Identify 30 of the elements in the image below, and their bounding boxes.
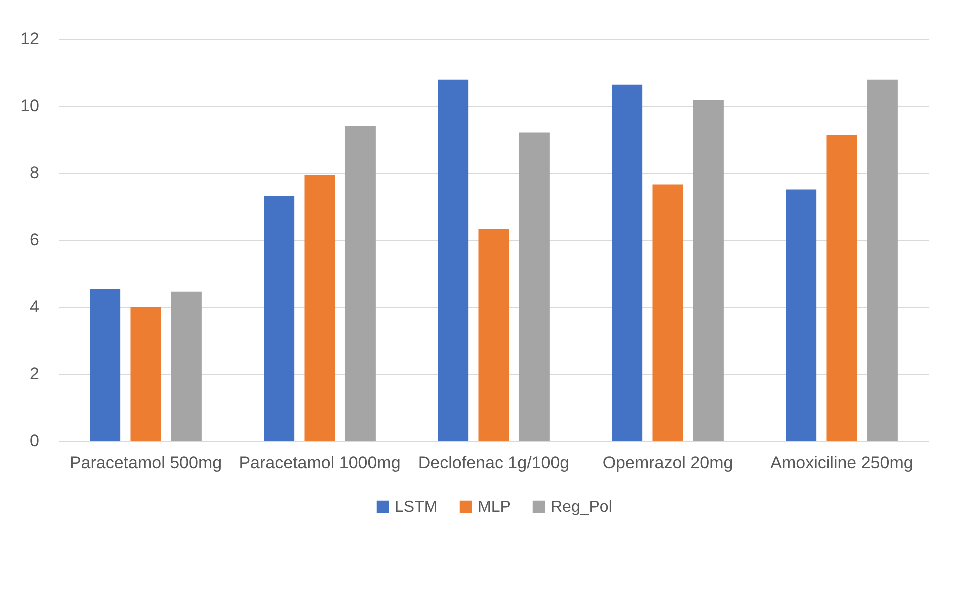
x-tick-label: Paracetamol 500mg	[70, 454, 222, 472]
y-tick-label: 12	[20, 30, 40, 48]
legend-label: MLP	[478, 499, 511, 516]
x-tick-label: Opemrazol 20mg	[602, 454, 734, 472]
bar	[130, 307, 162, 441]
bar	[171, 292, 202, 441]
bar	[90, 289, 121, 441]
y-tick-label: 8	[30, 164, 40, 182]
y-tick-label: 10	[20, 96, 40, 116]
bar	[867, 80, 898, 441]
x-tick-label: Paracetamol 1000mg	[239, 454, 401, 472]
bar	[304, 175, 336, 441]
bar	[345, 126, 376, 441]
y-tick-label: 4	[30, 298, 40, 316]
x-tick-label: Amoxiciline 250mg	[770, 454, 914, 472]
bar	[519, 132, 550, 441]
bar	[826, 135, 858, 441]
y-tick-label: 6	[30, 230, 40, 250]
y-tick-label: 2	[30, 364, 40, 384]
bar	[478, 228, 510, 441]
legend-label: LSTM	[395, 499, 438, 516]
bar	[693, 100, 724, 441]
bar	[786, 190, 817, 441]
bar	[438, 80, 469, 441]
bar	[264, 196, 295, 441]
bar	[612, 84, 643, 441]
y-tick-label: 0	[30, 432, 40, 450]
bar	[652, 184, 684, 441]
legend-label: Reg_Pol	[551, 499, 612, 516]
x-tick-label: Declofenac 1g/100g	[418, 454, 570, 472]
